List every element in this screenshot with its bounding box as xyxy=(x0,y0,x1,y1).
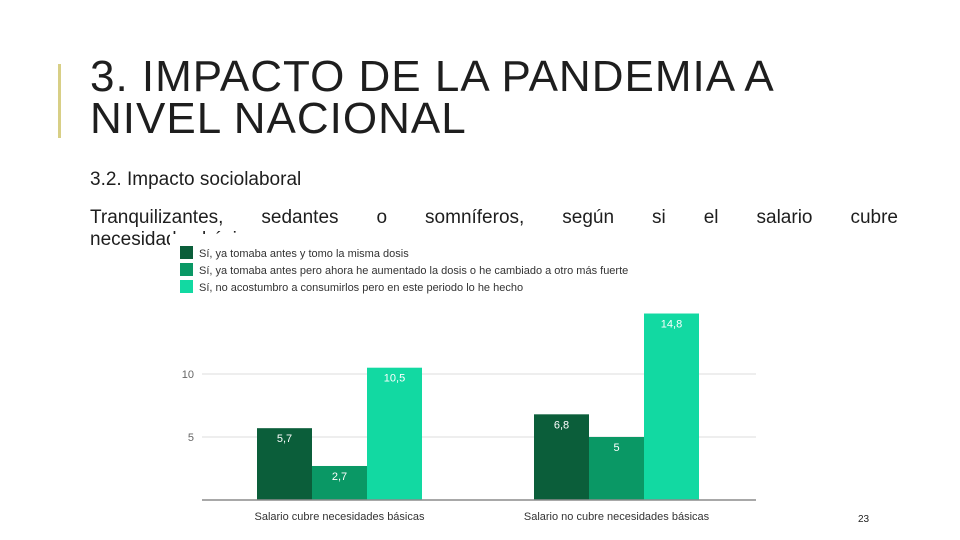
data-label-1-1: 5,7 xyxy=(277,433,292,445)
data-label-2-3: 14,8 xyxy=(661,319,682,331)
bar-2-1 xyxy=(534,414,589,500)
bar-1-3 xyxy=(367,367,422,500)
data-label-1-3: 10,5 xyxy=(384,373,405,385)
category-label-2: Salario no cubre necesidades básicas xyxy=(524,511,710,523)
data-label-1-2: 2,7 xyxy=(332,471,347,483)
slide-title-line-1: 3. IMPACTO DE LA PANDEMIA A xyxy=(90,52,775,101)
bar-2-2 xyxy=(589,437,644,500)
chart-description-line-1: Tranquilizantes, sedantes o somníferos, … xyxy=(90,207,898,228)
title-accent-bar xyxy=(58,64,61,138)
slide-title-line-2: NIVEL NACIONAL xyxy=(90,94,467,143)
data-label-2-2: 5 xyxy=(613,442,619,454)
chart-legend: Sí, ya tomaba antes y tomo la misma dosi… xyxy=(180,246,628,294)
category-label-1: Salario cubre necesidades básicas xyxy=(255,511,425,523)
bar-1-1 xyxy=(257,428,312,500)
legend-swatch-3 xyxy=(180,280,193,293)
legend-label-1: Sí, ya tomaba antes y tomo la misma dosi… xyxy=(199,248,409,260)
bar-chart: Sí, ya tomaba antes y tomo la misma dosi… xyxy=(170,234,770,530)
legend-swatch-1 xyxy=(180,246,193,259)
slide-subtitle: 3.2. Impacto sociolaboral xyxy=(90,169,302,190)
slide-title: 3. IMPACTO DE LA PANDEMIA A NIVEL NACION… xyxy=(90,52,775,143)
y-tick-label-5: 5 xyxy=(188,432,194,444)
bar-1-2 xyxy=(312,465,367,500)
bar-2-3 xyxy=(644,313,699,500)
page-number: 23 xyxy=(858,514,870,525)
legend-swatch-2 xyxy=(180,263,193,276)
y-tick-label-10: 10 xyxy=(182,369,194,381)
data-label-2-1: 6,8 xyxy=(554,419,569,431)
legend-label-3: Sí, no acostumbro a consumirlos pero en … xyxy=(199,282,523,294)
legend-label-2: Sí, ya tomaba antes pero ahora he aument… xyxy=(199,265,628,277)
